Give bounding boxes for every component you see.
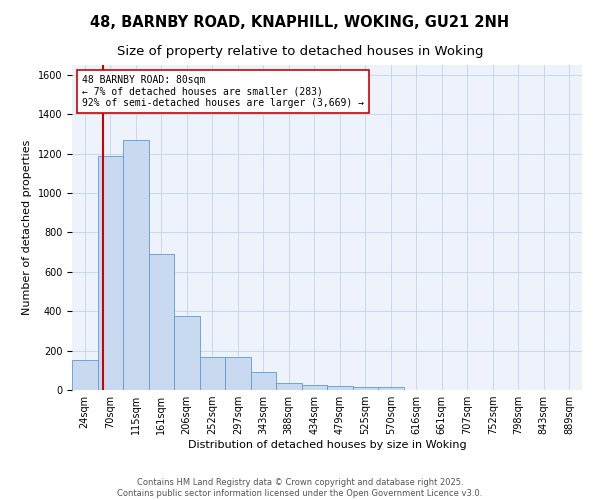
X-axis label: Distribution of detached houses by size in Woking: Distribution of detached houses by size … xyxy=(188,440,466,450)
Bar xyxy=(276,383,302,390)
Y-axis label: Number of detached properties: Number of detached properties xyxy=(22,140,32,315)
Text: Contains HM Land Registry data © Crown copyright and database right 2025.
Contai: Contains HM Land Registry data © Crown c… xyxy=(118,478,482,498)
Bar xyxy=(225,356,251,390)
Bar xyxy=(327,386,353,390)
Bar xyxy=(199,356,225,390)
Bar xyxy=(174,316,199,390)
Bar xyxy=(378,387,404,390)
Text: Size of property relative to detached houses in Woking: Size of property relative to detached ho… xyxy=(117,45,483,58)
Text: 48, BARNBY ROAD, KNAPHILL, WOKING, GU21 2NH: 48, BARNBY ROAD, KNAPHILL, WOKING, GU21 … xyxy=(91,15,509,30)
Bar xyxy=(72,360,97,390)
Bar xyxy=(123,140,149,390)
Bar xyxy=(302,385,327,390)
Bar xyxy=(353,387,378,390)
Bar xyxy=(149,254,174,390)
Text: 48 BARNBY ROAD: 80sqm
← 7% of detached houses are smaller (283)
92% of semi-deta: 48 BARNBY ROAD: 80sqm ← 7% of detached h… xyxy=(82,74,364,108)
Bar xyxy=(97,156,123,390)
Bar xyxy=(251,372,276,390)
